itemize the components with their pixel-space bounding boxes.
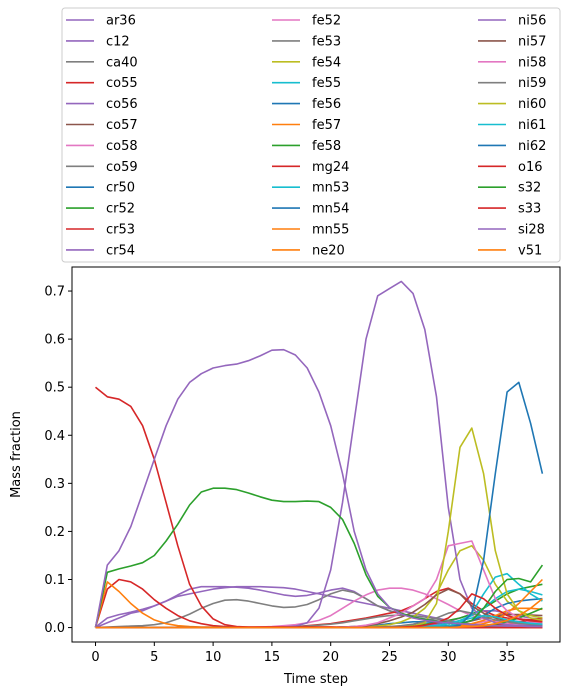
legend-label-ni56: ni56: [518, 14, 546, 29]
y-tick-label: 0.6: [44, 333, 65, 348]
legend-label-co59: co59: [106, 160, 138, 175]
series-line-fe54: [95, 544, 543, 629]
x-tick-label: 25: [381, 650, 398, 665]
legend-label-mn53: mn53: [312, 181, 349, 196]
y-tick-label: 0.2: [44, 525, 65, 540]
legend-label-cr53: cr53: [106, 223, 135, 238]
axes: 0 5 10 15 20 25 30 35 0.0 0.1 0.2 0.3 0.4 0.5 0.6 0.7: [44, 285, 515, 665]
legend-label-fe53: fe53: [312, 34, 341, 49]
legend-label-mn54: mn54: [312, 202, 349, 217]
plot-lines: [94, 280, 544, 629]
y-tick-label: 0.4: [44, 429, 65, 444]
legend: ar36 c12 ca40 co55 co56 co57 co58 co59 cr50 cr52 c…: [61, 7, 561, 263]
legend-label-ni58: ni58: [518, 55, 546, 70]
legend-label-cr54: cr54: [106, 243, 135, 258]
plot-frame: [71, 266, 561, 643]
legend-label-s32: s32: [518, 181, 541, 196]
x-tick-label: 5: [150, 650, 158, 665]
x-tick-label: 30: [440, 650, 457, 665]
y-tick-label: 0.3: [44, 477, 65, 492]
legend-label-co57: co57: [106, 118, 138, 133]
legend-label-fe55: fe55: [312, 76, 341, 91]
x-tick-label: 0: [91, 650, 99, 665]
x-tick-label: 35: [499, 650, 516, 665]
series-line-s32: [94, 487, 544, 628]
legend-label-s33: s33: [518, 202, 541, 217]
legend-label-c12: c12: [106, 34, 130, 49]
legend-label-ca40: ca40: [106, 55, 138, 70]
x-axis-label: Time step: [283, 672, 348, 687]
legend-frame: [61, 7, 561, 263]
y-tick-label: 0.5: [44, 381, 65, 396]
legend-label-o16: o16: [518, 160, 543, 175]
series-line-o16: [94, 386, 543, 629]
legend-label-ar36: ar36: [106, 14, 136, 29]
series-line-ni56: [95, 280, 543, 629]
y-tick-label: 0.1: [44, 573, 65, 588]
series-line-ni62: [95, 381, 544, 629]
x-tick-label: 20: [322, 650, 339, 665]
legend-label-mg24: mg24: [312, 160, 349, 175]
legend-label-fe58: fe58: [312, 139, 341, 154]
legend-label-cr52: cr52: [106, 202, 135, 217]
legend-label-co56: co56: [106, 97, 138, 112]
legend-label-fe52: fe52: [312, 14, 341, 29]
series-line-v51: [95, 598, 543, 629]
legend-label-ni61: ni61: [518, 118, 546, 133]
y-tick-label: 0.0: [44, 621, 65, 636]
legend-label-cr50: cr50: [106, 181, 135, 196]
y-axis-label: Mass fraction: [9, 411, 24, 498]
legend-label-fe56: fe56: [312, 97, 341, 112]
legend-label-ni57: ni57: [518, 34, 546, 49]
legend-label-si28: si28: [518, 223, 545, 238]
y-tick-label: 0.7: [44, 285, 65, 300]
legend-label-ne20: ne20: [312, 243, 345, 258]
legend-label-ni60: ni60: [518, 97, 546, 112]
legend-label-ni62: ni62: [518, 139, 546, 154]
legend-label-fe54: fe54: [312, 55, 341, 70]
legend-label-ni59: ni59: [518, 76, 546, 91]
legend-label-fe57: fe57: [312, 118, 341, 133]
x-tick-label: 10: [205, 650, 222, 665]
legend-label-co55: co55: [106, 76, 138, 91]
series-line-si28: [94, 348, 543, 628]
x-tick-label: 15: [264, 650, 281, 665]
legend-label-v51: v51: [518, 243, 542, 258]
legend-label-co58: co58: [106, 139, 138, 154]
legend-label-mn55: mn55: [312, 223, 349, 238]
